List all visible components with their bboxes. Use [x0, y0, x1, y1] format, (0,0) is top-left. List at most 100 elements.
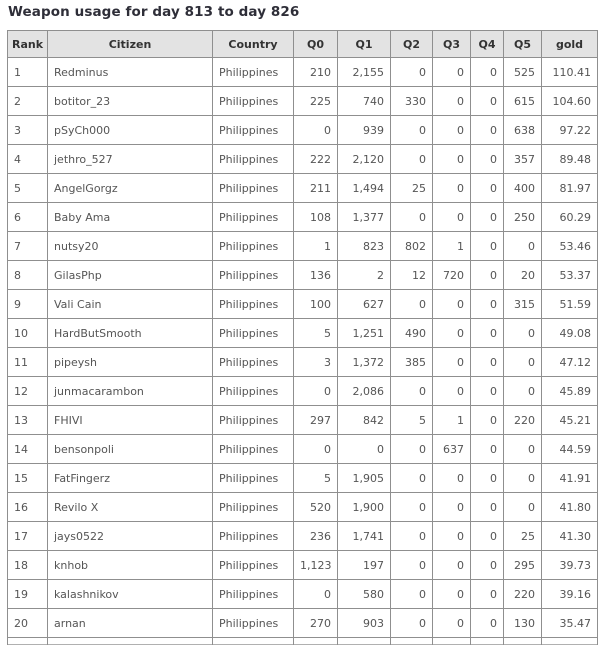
- cell-q1: 1,905: [337, 463, 391, 493]
- cell-rank: 12: [7, 376, 48, 406]
- cell-q3: 0: [432, 289, 471, 319]
- cell-q0: 520: [293, 492, 338, 522]
- cell-empty: [390, 637, 433, 645]
- cell-gold: 41.80: [541, 492, 598, 522]
- cell-q0: 0: [293, 115, 338, 145]
- cell-citizen: botitor_23: [47, 86, 213, 116]
- cell-q2: 0: [390, 463, 433, 493]
- col-header-q5: Q5: [503, 30, 542, 58]
- cell-rank: 5: [7, 173, 48, 203]
- cell-q2: 5: [390, 405, 433, 435]
- cell-gold: 89.48: [541, 144, 598, 174]
- cell-rank: 16: [7, 492, 48, 522]
- cell-gold: 44.59: [541, 434, 598, 464]
- table-row: 7 nutsy20 Philippines 1 823 802 1 0 0 53.46: [7, 231, 598, 261]
- cell-rank: 11: [7, 347, 48, 377]
- cell-q4: 0: [470, 608, 504, 638]
- table-row: 9 Vali Cain Philippines 100 627 0 0 0 315 51.59: [7, 289, 598, 319]
- cell-gold: 53.46: [541, 231, 598, 261]
- cell-q4: 0: [470, 376, 504, 406]
- cell-country: Philippines: [212, 463, 294, 493]
- cell-q0: 5: [293, 463, 338, 493]
- cell-q4: 0: [470, 260, 504, 290]
- cell-rank: 17: [7, 521, 48, 551]
- cell-q1: 903: [337, 608, 391, 638]
- cell-q1: 1,741: [337, 521, 391, 551]
- cell-q5: 130: [503, 608, 542, 638]
- cell-q3: 0: [432, 173, 471, 203]
- cell-q3: 0: [432, 57, 471, 87]
- cell-q3: 0: [432, 550, 471, 580]
- cell-rank: 6: [7, 202, 48, 232]
- cell-citizen: kalashnikov: [47, 579, 213, 609]
- cell-q0: 3: [293, 347, 338, 377]
- cell-q2: 490: [390, 318, 433, 348]
- cell-q3: 0: [432, 86, 471, 116]
- cell-gold: 39.16: [541, 579, 598, 609]
- cell-q2: 0: [390, 202, 433, 232]
- cell-q3: 0: [432, 347, 471, 377]
- col-header-q4: Q4: [470, 30, 504, 58]
- cell-gold: 60.29: [541, 202, 598, 232]
- col-header-gold: gold: [541, 30, 598, 58]
- cell-country: Philippines: [212, 144, 294, 174]
- cell-q5: 0: [503, 463, 542, 493]
- cell-q5: 525: [503, 57, 542, 87]
- cell-q4: 0: [470, 405, 504, 435]
- cell-q0: 5: [293, 318, 338, 348]
- cell-gold: 35.47: [541, 608, 598, 638]
- cell-q5: 0: [503, 231, 542, 261]
- cell-country: Philippines: [212, 608, 294, 638]
- cell-q3: 0: [432, 144, 471, 174]
- cell-q3: 0: [432, 608, 471, 638]
- cell-citizen: bensonpoli: [47, 434, 213, 464]
- table-row: 3 pSyCh000 Philippines 0 939 0 0 0 638 97.22: [7, 115, 598, 145]
- cell-citizen: nutsy20: [47, 231, 213, 261]
- cell-q2: 0: [390, 144, 433, 174]
- cell-country: Philippines: [212, 318, 294, 348]
- cell-q1: 842: [337, 405, 391, 435]
- cell-q2: 0: [390, 579, 433, 609]
- col-header-q1: Q1: [337, 30, 391, 58]
- cell-rank: 1: [7, 57, 48, 87]
- cell-q1: 197: [337, 550, 391, 580]
- cell-rank: 2: [7, 86, 48, 116]
- cell-q0: 222: [293, 144, 338, 174]
- cell-q4: 0: [470, 115, 504, 145]
- cell-citizen: Vali Cain: [47, 289, 213, 319]
- table-row-partial: [7, 637, 598, 645]
- table-row: 13 FHIVI Philippines 297 842 5 1 0 220 45.21: [7, 405, 598, 435]
- cell-q4: 0: [470, 579, 504, 609]
- cell-empty: [212, 637, 294, 645]
- cell-q0: 225: [293, 86, 338, 116]
- cell-q2: 0: [390, 376, 433, 406]
- col-header-q2: Q2: [390, 30, 433, 58]
- cell-rank: 14: [7, 434, 48, 464]
- table-row: 4 jethro_527 Philippines 222 2,120 0 0 0 357 89.4…: [7, 144, 598, 174]
- cell-q0: 1: [293, 231, 338, 261]
- cell-empty: [432, 637, 471, 645]
- cell-q5: 220: [503, 579, 542, 609]
- cell-q0: 1,123: [293, 550, 338, 580]
- cell-gold: 51.59: [541, 289, 598, 319]
- cell-q3: 0: [432, 492, 471, 522]
- cell-q5: 638: [503, 115, 542, 145]
- cell-q4: 0: [470, 144, 504, 174]
- cell-q1: 0: [337, 434, 391, 464]
- header-row: Rank Citizen Country Q0 Q1 Q2 Q3 Q4 Q5 g…: [7, 30, 598, 58]
- cell-q1: 1,494: [337, 173, 391, 203]
- cell-empty: [470, 637, 504, 645]
- cell-rank: 19: [7, 579, 48, 609]
- cell-citizen: AngelGorgz: [47, 173, 213, 203]
- cell-citizen: arnan: [47, 608, 213, 638]
- cell-country: Philippines: [212, 202, 294, 232]
- cell-q5: 615: [503, 86, 542, 116]
- cell-q5: 20: [503, 260, 542, 290]
- table-row: 8 GilasPhp Philippines 136 2 12 720 0 20 53.37: [7, 260, 598, 290]
- cell-empty: [7, 637, 48, 645]
- cell-q4: 0: [470, 202, 504, 232]
- cell-q0: 210: [293, 57, 338, 87]
- cell-country: Philippines: [212, 579, 294, 609]
- cell-country: Philippines: [212, 289, 294, 319]
- cell-country: Philippines: [212, 376, 294, 406]
